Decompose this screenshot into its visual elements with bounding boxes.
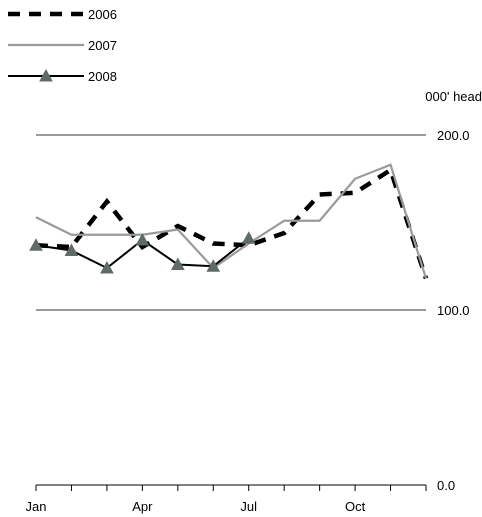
- marker-2008-03: [100, 260, 114, 274]
- y-axis-unit-label: 000' head: [425, 89, 482, 104]
- marker-2008-04: [135, 232, 150, 246]
- marker-2008-06: [206, 259, 221, 272]
- series-2007: [35, 163, 428, 279]
- legend-item-2008: 2008: [8, 68, 117, 84]
- line-2007: [35, 163, 428, 279]
- legend-label-2008: 2008: [88, 69, 117, 84]
- y-axis-tick-labels: 0.0 100.0 200.0: [437, 128, 470, 493]
- y-tick-label-200: 200.0: [437, 128, 470, 143]
- line-2006: [35, 166, 429, 280]
- legend-label-2007: 2007: [88, 38, 117, 53]
- series-2006: [35, 166, 429, 280]
- gridlines: [36, 134, 426, 311]
- series-2008: [29, 231, 256, 274]
- marker-2008-07: [241, 231, 256, 244]
- x-tick-label-jan: Jan: [26, 499, 47, 514]
- marker-2008-02: [64, 243, 79, 256]
- marker-2008-05: [170, 257, 185, 270]
- x-tick-label-jul: Jul: [240, 499, 257, 514]
- legend-label-2006: 2006: [88, 7, 117, 22]
- x-tick-label-oct: Oct: [345, 499, 366, 514]
- y-tick-label-100: 100.0: [437, 303, 470, 318]
- legend: 2006 2007 2008: [8, 7, 117, 84]
- legend-item-2006: 2006: [8, 7, 117, 22]
- y-tick-label-0: 0.0: [437, 478, 455, 493]
- legend-marker-2008: [39, 68, 53, 82]
- x-axis: Jan Apr Jul Oct: [26, 484, 427, 514]
- legend-item-2007: 2007: [8, 38, 117, 53]
- x-tick-label-apr: Apr: [132, 499, 153, 514]
- series-lines: [29, 163, 429, 280]
- marker-2008-01: [29, 238, 43, 251]
